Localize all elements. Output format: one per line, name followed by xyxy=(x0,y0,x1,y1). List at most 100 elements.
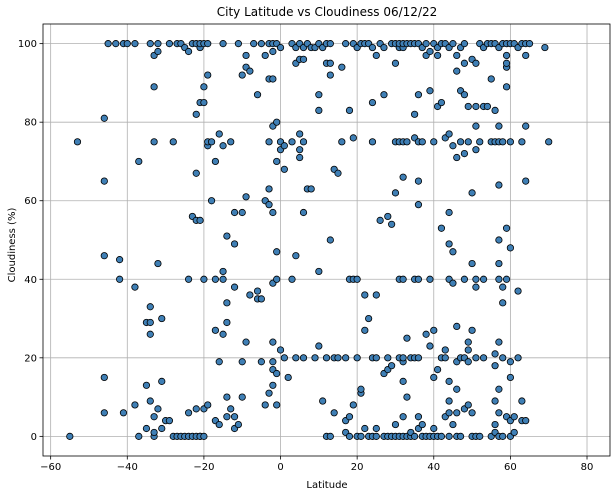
data-point xyxy=(131,40,139,48)
data-point xyxy=(384,354,392,362)
plot-frame xyxy=(42,23,611,457)
data-point xyxy=(223,318,231,327)
data-point xyxy=(276,43,285,52)
data-point xyxy=(445,377,453,385)
data-point xyxy=(510,428,518,437)
data-point xyxy=(211,275,219,283)
data-point xyxy=(445,130,453,138)
data-point xyxy=(426,47,434,56)
data-point xyxy=(238,393,246,401)
data-point xyxy=(200,432,208,440)
data-point xyxy=(468,259,476,268)
x-tick-label: −20 xyxy=(193,462,214,473)
data-point xyxy=(273,118,281,126)
data-point xyxy=(437,224,446,232)
data-point xyxy=(491,106,499,115)
data-point xyxy=(330,409,338,417)
data-point xyxy=(399,354,407,362)
x-axis-ticks: −60 −40 −20 0 20 40 60 80 xyxy=(40,456,593,473)
data-point xyxy=(453,322,461,330)
data-point xyxy=(453,409,461,417)
data-point xyxy=(211,326,219,334)
data-point xyxy=(223,393,231,401)
data-point xyxy=(449,420,457,429)
data-point xyxy=(506,358,514,366)
data-point xyxy=(326,71,334,79)
data-point xyxy=(403,138,411,146)
data-point xyxy=(204,40,212,48)
data-point xyxy=(499,283,507,291)
data-point xyxy=(146,303,154,311)
data-point xyxy=(219,40,227,48)
data-point xyxy=(453,67,461,75)
data-point xyxy=(345,106,354,115)
data-point xyxy=(430,138,438,146)
y-tick-label: 100 xyxy=(18,39,37,50)
data-point xyxy=(142,381,151,389)
data-point xyxy=(169,138,177,146)
data-point xyxy=(518,138,526,146)
data-point xyxy=(234,420,242,429)
data-point xyxy=(491,397,499,405)
data-point xyxy=(426,342,434,350)
data-point xyxy=(357,385,365,393)
data-point xyxy=(460,150,469,158)
data-point xyxy=(238,71,246,79)
data-point xyxy=(502,59,511,67)
data-point xyxy=(223,299,231,307)
data-point xyxy=(73,138,82,146)
data-point xyxy=(403,393,411,401)
data-point xyxy=(112,40,120,48)
data-point xyxy=(460,275,469,283)
data-point xyxy=(238,208,246,217)
data-point xyxy=(242,51,250,60)
data-point xyxy=(380,43,388,52)
data-point xyxy=(296,153,304,162)
data-point xyxy=(273,369,281,378)
data-point xyxy=(453,385,461,393)
data-point xyxy=(100,252,108,260)
data-point xyxy=(119,409,128,417)
data-point xyxy=(430,373,438,382)
data-point xyxy=(522,51,530,60)
data-point xyxy=(368,43,377,52)
data-point xyxy=(449,142,457,150)
data-point xyxy=(445,409,453,417)
data-point xyxy=(411,432,419,440)
data-point xyxy=(464,401,472,409)
data-point xyxy=(338,138,346,146)
data-point xyxy=(472,354,480,362)
data-point xyxy=(315,342,323,350)
data-point xyxy=(514,287,522,295)
x-tick-label: −40 xyxy=(117,462,138,473)
data-point xyxy=(196,216,204,224)
data-point xyxy=(154,405,162,413)
data-point xyxy=(146,318,154,327)
data-point xyxy=(499,354,507,362)
data-point xyxy=(273,157,281,166)
data-point xyxy=(238,358,246,366)
data-point xyxy=(158,314,166,323)
data-point xyxy=(215,358,223,366)
data-point xyxy=(506,244,514,252)
data-point xyxy=(545,138,553,146)
y-axis-label: Cloudiness (%) xyxy=(7,208,18,283)
data-point xyxy=(311,354,319,362)
data-point xyxy=(376,216,384,224)
data-point xyxy=(273,401,281,409)
data-point xyxy=(230,283,239,291)
data-point xyxy=(353,354,361,362)
data-point xyxy=(288,138,296,146)
data-point xyxy=(449,248,457,256)
data-point xyxy=(464,102,472,111)
data-point xyxy=(361,424,369,433)
data-point xyxy=(472,283,480,291)
data-point xyxy=(453,51,461,60)
data-point xyxy=(499,138,507,146)
data-point xyxy=(464,338,472,346)
data-point xyxy=(514,354,522,362)
data-point xyxy=(104,40,112,48)
data-point xyxy=(495,122,503,130)
data-point xyxy=(510,413,518,421)
data-point xyxy=(434,365,442,374)
